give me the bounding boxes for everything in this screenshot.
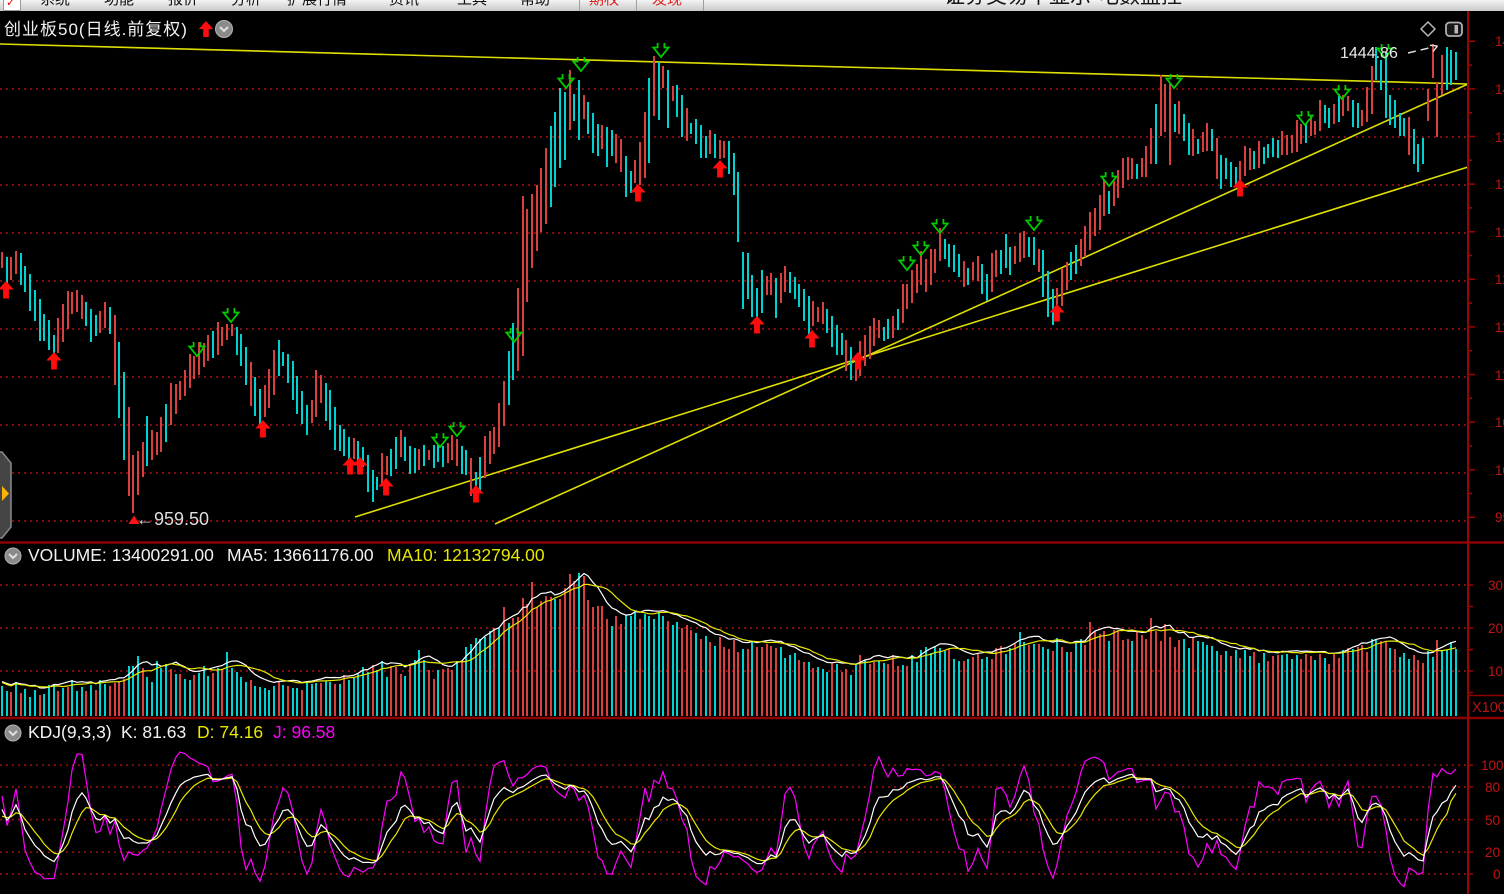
svg-text:1000: 1000 xyxy=(1495,463,1504,478)
svg-text:J: 96.58: J: 96.58 xyxy=(273,722,335,742)
svg-text:1200: 1200 xyxy=(1495,272,1504,287)
svg-text:80: 80 xyxy=(1485,780,1500,795)
svg-text:KDJ(9,3,3): KDJ(9,3,3) xyxy=(28,722,112,742)
svg-text:1444.86: 1444.86 xyxy=(1340,45,1398,62)
svg-text:20: 20 xyxy=(1488,621,1503,636)
svg-text:MA10: 12132794.00: MA10: 12132794.00 xyxy=(387,545,545,565)
svg-text:1050: 1050 xyxy=(1495,415,1504,430)
svg-text:20: 20 xyxy=(1485,845,1500,860)
svg-text:X10000: X10000 xyxy=(1472,700,1504,716)
svg-text:VOLUME: 13400291.00: VOLUME: 13400291.00 xyxy=(28,545,214,565)
svg-text:创业板50(日线.前复权): 创业板50(日线.前复权) xyxy=(4,20,188,39)
svg-text:100: 100 xyxy=(1481,758,1504,773)
svg-text:←959.50: ←959.50 xyxy=(136,509,209,529)
svg-text:1400: 1400 xyxy=(1495,82,1504,97)
svg-text:50: 50 xyxy=(1485,813,1500,828)
svg-text:K: 81.63: K: 81.63 xyxy=(121,722,186,742)
svg-text:D: 74.16: D: 74.16 xyxy=(197,722,263,742)
svg-text:10: 10 xyxy=(1488,664,1503,679)
svg-text:0: 0 xyxy=(1493,867,1501,882)
svg-text:1100: 1100 xyxy=(1495,368,1504,383)
svg-text:1450: 1450 xyxy=(1495,34,1504,49)
svg-text:30: 30 xyxy=(1488,578,1503,593)
svg-text:1350: 1350 xyxy=(1495,130,1504,145)
svg-text:1300: 1300 xyxy=(1495,177,1504,192)
svg-text:1250: 1250 xyxy=(1495,225,1504,240)
svg-text:MA5: 13661176.00: MA5: 13661176.00 xyxy=(227,545,374,565)
svg-text:950: 950 xyxy=(1495,510,1504,525)
svg-text:1150: 1150 xyxy=(1495,320,1504,335)
